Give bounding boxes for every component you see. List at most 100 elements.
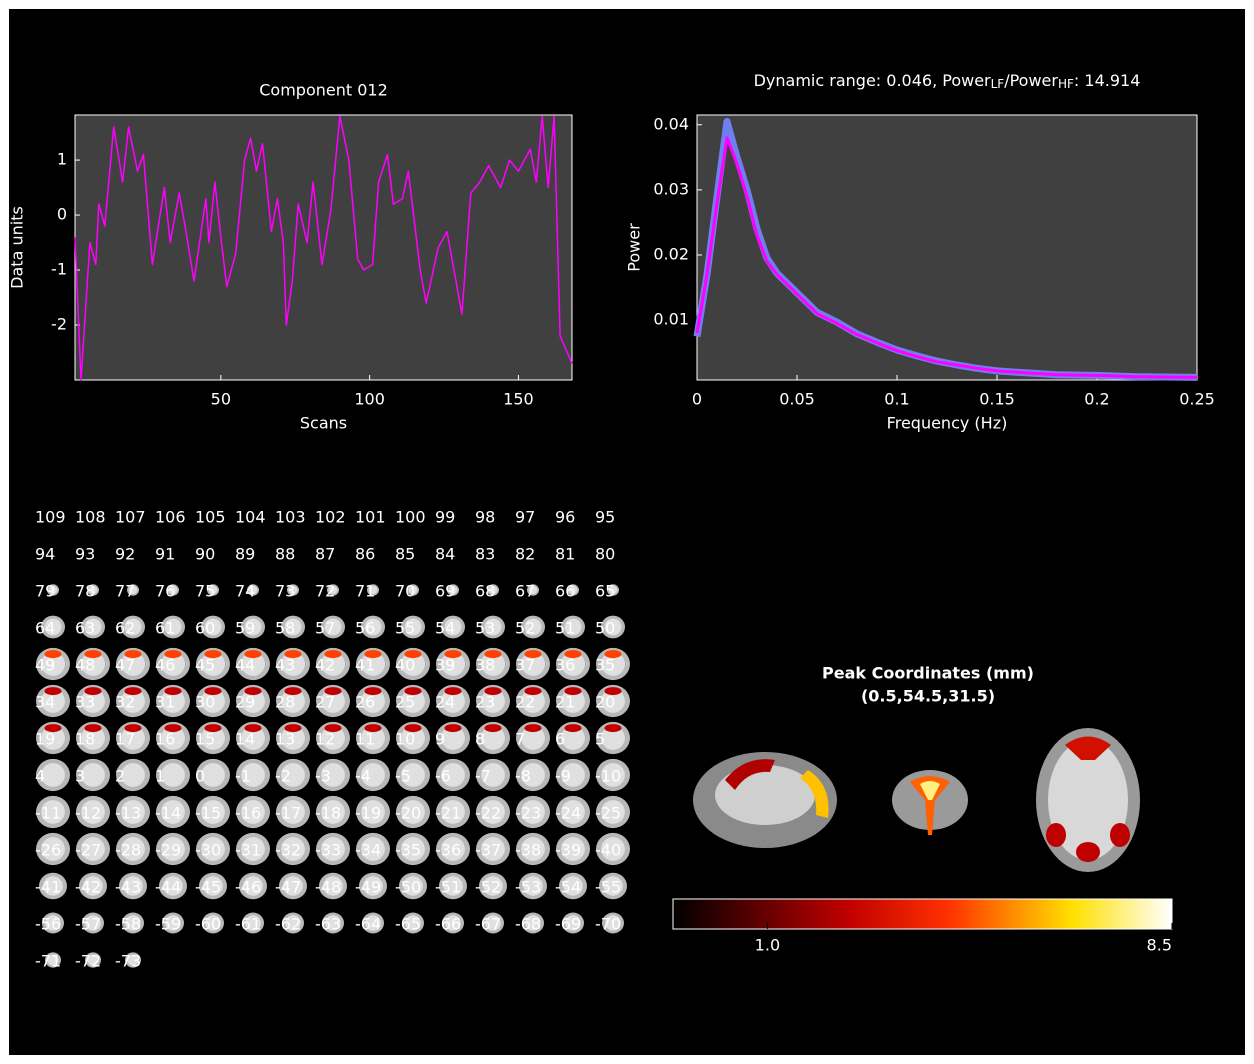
slice-activation (485, 724, 502, 732)
slice-label: -8 (515, 767, 531, 786)
slice-label: 91 (155, 545, 175, 564)
slice-label: 68 (475, 582, 495, 601)
slice-label: -65 (395, 915, 421, 934)
slice-label: 86 (355, 545, 375, 564)
slice-label: 21 (555, 693, 575, 712)
slice-label: -54 (555, 878, 581, 897)
slice-label: -51 (435, 878, 461, 897)
slice-label: -5 (395, 767, 411, 786)
slice-label: 32 (115, 693, 135, 712)
slice-label: 49 (35, 656, 55, 675)
slice-label: -62 (275, 915, 301, 934)
slice-label: -60 (195, 915, 221, 934)
slice-label: -58 (115, 915, 141, 934)
x-tick-label: 0.1 (884, 390, 909, 409)
colorbar-tick-label: 1.0 (755, 936, 780, 955)
slice-label: 72 (315, 582, 335, 601)
slice-activation (605, 724, 622, 732)
slice-label: 17 (115, 730, 135, 749)
slice-label: 98 (475, 508, 495, 527)
slice-label: 81 (555, 545, 575, 564)
slice-label: -19 (355, 804, 381, 823)
slice-label: -9 (555, 767, 571, 786)
slice-label: 55 (395, 619, 415, 638)
slice-label: 4 (35, 767, 45, 786)
colorbar (673, 899, 1172, 929)
slice-label: 66 (555, 582, 575, 601)
slice-label: -70 (595, 915, 621, 934)
title-part: Dynamic range: 0.046, Power (754, 71, 991, 90)
slice-label: -6 (435, 767, 451, 786)
slice-label: -69 (555, 915, 581, 934)
slice-label: -47 (275, 878, 301, 897)
slice-label: -68 (515, 915, 541, 934)
slice-label: -27 (75, 841, 101, 860)
slice-label: 75 (195, 582, 215, 601)
slice-label: 105 (195, 508, 226, 527)
slice-label: 69 (435, 582, 455, 601)
slice-label: 20 (595, 693, 615, 712)
slice-label: -3 (315, 767, 331, 786)
y-tick-label: 0 (57, 205, 67, 224)
slice-label: 8 (475, 730, 485, 749)
slice-label: 99 (435, 508, 455, 527)
slice-label: 10 (395, 730, 415, 749)
slice-label: 56 (355, 619, 375, 638)
slice-label: 65 (595, 582, 615, 601)
slice-label: -56 (35, 915, 61, 934)
slice-label: 95 (595, 508, 615, 527)
slice-label: -43 (115, 878, 141, 897)
y-tick-label: -1 (51, 260, 67, 279)
slice-label: 15 (195, 730, 215, 749)
slice-label: -67 (475, 915, 501, 934)
title-part: HF (1058, 77, 1074, 91)
y-tick-label: 0.02 (653, 244, 689, 263)
slice-label: 104 (235, 508, 266, 527)
slice-label: 54 (435, 619, 455, 638)
x-tick-label: 0.2 (1084, 390, 1109, 409)
slice-label: 6 (555, 730, 565, 749)
slice-label: -64 (355, 915, 381, 934)
slice-label: 2 (115, 767, 125, 786)
slice-label: -40 (595, 841, 621, 860)
slice-label: -21 (435, 804, 461, 823)
x-tick-label: 50 (211, 390, 231, 409)
y-axis-label: Data units (8, 206, 27, 289)
slice-label: -29 (155, 841, 181, 860)
slice-label: -66 (435, 915, 461, 934)
slice-label: 79 (35, 582, 55, 601)
slice-label: 44 (235, 656, 255, 675)
slice-label: 29 (235, 693, 255, 712)
slice-label: -15 (195, 804, 221, 823)
page: Peak Coordinates (mm) (0.5,54.5,31.5) 50… (0, 0, 1254, 1064)
slice-label: 1 (155, 767, 165, 786)
title-part: /Power (1004, 71, 1058, 90)
slice-label: 11 (355, 730, 375, 749)
y-tick-label: 0.01 (653, 310, 689, 329)
slice-label: -41 (35, 878, 61, 897)
slice-label: 28 (275, 693, 295, 712)
slice-label: -30 (195, 841, 221, 860)
y-axis-label: Power (625, 223, 644, 272)
x-axis-label: Frequency (Hz) (887, 414, 1008, 433)
slice-label: 61 (155, 619, 175, 638)
slice-label: -52 (475, 878, 501, 897)
y-tick-label: 0.04 (653, 114, 689, 133)
slice-label: 13 (275, 730, 295, 749)
chart-title: Dynamic range: 0.046, PowerLF/PowerHF: 1… (754, 71, 1141, 92)
slice-label: -53 (515, 878, 541, 897)
slice-label: 40 (395, 656, 415, 675)
slice-label: 100 (395, 508, 426, 527)
slice-label: -49 (355, 878, 381, 897)
slice-label: 88 (275, 545, 295, 564)
slice-label: 34 (35, 693, 55, 712)
x-axis-label: Scans (300, 414, 347, 433)
chart-title: Component 012 (259, 81, 388, 100)
slice-label: 51 (555, 619, 575, 638)
slice-label: 33 (75, 693, 95, 712)
slice-label: -10 (595, 767, 621, 786)
slice-label: 76 (155, 582, 175, 601)
slice-label: -72 (75, 952, 101, 971)
slice-label: 47 (115, 656, 135, 675)
slice-label: -44 (155, 878, 181, 897)
